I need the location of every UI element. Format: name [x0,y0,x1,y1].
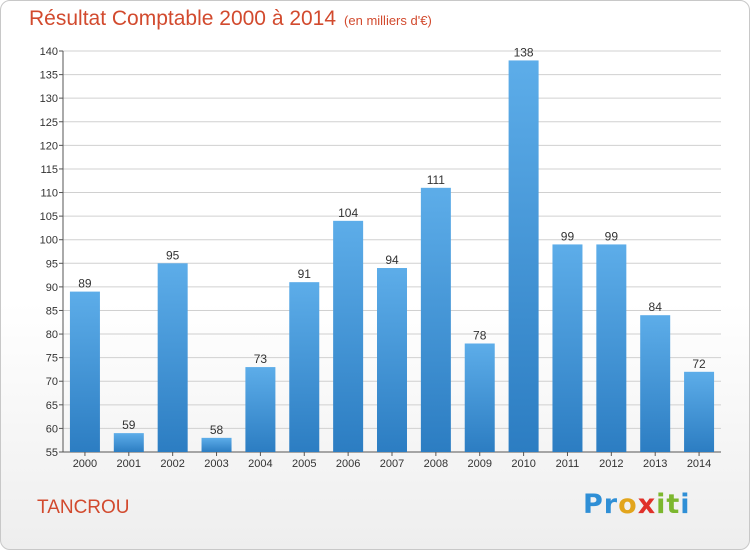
bar-value-label: 99 [561,229,575,243]
bar-value-label: 72 [692,357,706,371]
bar-value-label: 138 [514,45,534,59]
bar-value-label: 84 [649,300,663,314]
y-tick-label: 140 [40,46,58,58]
bar [201,437,232,452]
bar-value-label: 95 [166,248,180,262]
y-tick-label: 85 [46,305,58,317]
bar-value-label: 89 [78,277,92,291]
y-tick-label: 90 [46,282,58,294]
y-tick-label: 70 [46,376,58,388]
x-tick-label: 2011 [556,458,580,470]
x-tick-label: 2000 [73,458,97,470]
logo-letter: P [583,489,604,520]
commune-name: TANCROU [37,497,130,518]
y-tick-label: 75 [46,353,58,365]
bar [596,244,627,452]
x-tick-label: 2001 [117,458,141,470]
bar-value-label: 73 [254,352,268,366]
y-tick-label: 105 [40,211,58,223]
y-tick-label: 65 [46,400,58,412]
bar [684,371,715,452]
proxiti-logo: Proxiti [583,489,691,520]
logo-letter: i [656,489,667,520]
chart-title: Résultat Comptable 2000 à 2014 (en millie… [29,7,432,31]
logo-letter: i [680,489,691,520]
bar-value-label: 99 [605,229,619,243]
x-tick-label: 2010 [511,458,535,470]
bar [640,315,671,452]
x-tick-label: 2002 [160,458,184,470]
y-tick-label: 110 [40,188,58,200]
x-tick-label: 2003 [204,458,228,470]
title-unit: (en milliers d'€) [344,13,432,28]
bar [333,220,364,452]
bar-value-label: 59 [122,418,136,432]
bar [113,433,144,452]
logo-letter: r [603,489,619,520]
y-tick-label: 80 [46,329,58,341]
x-tick-label: 2005 [292,458,316,470]
y-tick-label: 100 [40,235,58,247]
bar [420,187,451,452]
y-tick-label: 55 [46,447,58,459]
logo-letter: t [666,489,681,520]
x-tick-label: 2014 [687,458,711,470]
x-tick-label: 2012 [599,458,623,470]
title-text: Résultat Comptable 2000 à 2014 [29,7,337,30]
x-tick-label: 2006 [336,458,360,470]
bar-value-label: 58 [210,423,224,437]
logo-letter: o [618,489,638,520]
bar-value-label: 104 [338,206,358,220]
y-tick-label: 130 [40,93,58,105]
bar-value-label: 78 [473,328,487,342]
bar [552,244,583,452]
y-tick-label: 120 [40,140,58,152]
y-tick-label: 135 [40,70,58,82]
logo-letter: x [637,489,657,520]
bar [157,263,188,452]
y-tick-label: 95 [46,258,58,270]
bar [464,343,495,452]
bar [377,268,407,452]
bar-value-label: 91 [298,267,312,281]
y-tick-label: 125 [40,117,58,129]
x-tick-label: 2013 [643,458,667,470]
bar [245,367,276,452]
bar [69,291,100,452]
bar-value-label: 111 [427,173,446,187]
x-tick-label: 2008 [424,458,448,470]
bar [289,282,320,452]
bar [508,60,539,452]
x-tick-label: 2007 [380,458,404,470]
bar-value-label: 94 [385,253,399,267]
y-tick-label: 115 [40,164,58,176]
x-tick-label: 2009 [467,458,491,470]
y-tick-label: 60 [46,423,58,435]
x-tick-label: 2004 [248,458,272,470]
